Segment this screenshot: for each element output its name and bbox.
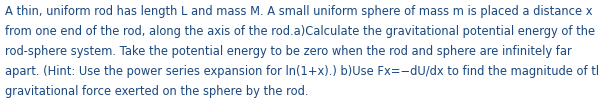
Text: from one end of the rod, along the axis of the rod.a)Calculate the gravitational: from one end of the rod, along the axis … <box>5 25 595 38</box>
Text: apart. (Hint: Use the power series expansion for ln(1+x).) b)Use Fx=−dU/dx to fi: apart. (Hint: Use the power series expan… <box>5 65 598 78</box>
Text: A thin, uniform rod has length L and mass M. A small uniform sphere of mass m is: A thin, uniform rod has length L and mas… <box>5 5 593 18</box>
Text: rod-sphere system. Take the potential energy to be zero when the rod and sphere : rod-sphere system. Take the potential en… <box>5 45 572 58</box>
Text: gravitational force exerted on the sphere by the rod.: gravitational force exerted on the spher… <box>5 85 309 98</box>
